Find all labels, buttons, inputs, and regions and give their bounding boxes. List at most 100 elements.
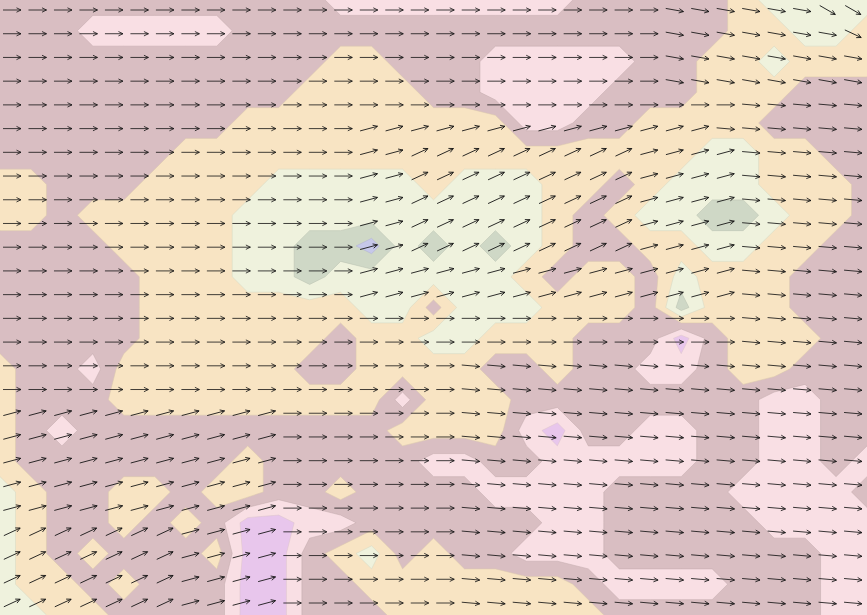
wind-arrow — [334, 435, 352, 439]
wind-arrow — [538, 218, 556, 230]
wind-arrow — [258, 340, 276, 344]
wind-arrow — [615, 340, 633, 344]
wind-arrow — [309, 601, 327, 605]
wind-arrow — [436, 435, 454, 439]
wind-arrow — [818, 387, 836, 393]
wind-arrow — [181, 269, 199, 273]
wind-arrow — [589, 505, 607, 511]
wind-arrow — [614, 481, 632, 487]
wind-arrow — [156, 292, 174, 296]
wind-arrow — [3, 364, 21, 368]
wind-arrow — [793, 553, 811, 559]
wind-arrow — [334, 55, 352, 59]
wind-arrow — [232, 364, 250, 368]
wind-arrow — [283, 458, 301, 462]
wind-arrow — [665, 410, 683, 416]
wind-arrow — [232, 480, 251, 489]
wind-arrow — [334, 245, 352, 249]
wind-arrow — [742, 481, 760, 487]
wind-arrow — [640, 363, 658, 369]
wind-arrow — [283, 245, 301, 249]
wind-arrow — [793, 149, 811, 155]
wind-arrow — [665, 124, 684, 133]
wind-arrow — [105, 526, 123, 538]
wind-arrow — [462, 103, 480, 107]
wind-arrow — [385, 55, 403, 59]
wind-arrow — [564, 600, 582, 606]
wind-arrow — [665, 30, 683, 37]
wind-arrow — [105, 433, 124, 442]
wind-arrow — [258, 8, 276, 12]
wind-arrow — [487, 340, 505, 344]
wind-arrow — [691, 290, 710, 299]
wind-arrow — [615, 218, 633, 230]
wind-arrow — [589, 147, 607, 159]
wind-arrow — [360, 553, 378, 557]
wind-arrow — [844, 28, 862, 40]
wind-arrow — [564, 55, 582, 59]
wind-arrow — [436, 577, 454, 581]
wind-arrow — [844, 221, 862, 227]
wind-arrow — [309, 577, 327, 581]
wind-arrow — [411, 316, 429, 320]
wind-arrow — [691, 434, 709, 440]
wind-arrow — [844, 126, 862, 132]
wind-arrow — [411, 601, 429, 605]
wind-arrow — [844, 505, 862, 511]
wind-arrow — [640, 219, 659, 228]
wind-arrow — [79, 8, 97, 12]
wind-arrow — [79, 198, 97, 202]
wind-arrow — [283, 174, 301, 178]
wind-arrow — [767, 244, 785, 250]
wind-arrow — [385, 266, 404, 275]
wind-arrow — [589, 266, 608, 275]
wind-arrow — [538, 340, 556, 344]
wind-arrow — [105, 174, 123, 178]
wind-arrow — [818, 221, 836, 227]
wind-arrow — [309, 221, 327, 225]
wind-arrow — [640, 387, 658, 393]
wind-arrow — [360, 506, 378, 510]
wind-arrow — [436, 266, 455, 275]
wind-arrow — [385, 148, 404, 157]
wind-arrow — [28, 221, 46, 225]
wind-arrow — [487, 290, 506, 299]
wind-arrow — [614, 505, 632, 511]
wind-arrow — [28, 198, 46, 202]
wind-arrow — [665, 576, 683, 582]
wind-arrow — [130, 150, 148, 154]
wind-arrow — [105, 79, 123, 83]
wind-arrow — [360, 316, 378, 320]
wind-arrow — [691, 316, 709, 320]
wind-arrow — [411, 340, 429, 344]
wind-arrow — [691, 340, 709, 344]
wind-arrow — [130, 550, 148, 562]
wind-arrow — [589, 241, 607, 253]
wind-arrow — [360, 435, 378, 439]
wind-arrow — [283, 55, 301, 59]
wind-arrow — [564, 576, 582, 582]
wind-arrow — [589, 290, 608, 299]
wind-arrow — [130, 221, 148, 225]
wind-arrow — [181, 433, 200, 442]
wind-arrow — [538, 266, 557, 275]
wind-arrow — [462, 340, 480, 344]
wind-arrow — [3, 103, 21, 107]
wind-arrow — [385, 458, 403, 462]
wind-arrow — [54, 480, 73, 489]
wind-arrow — [793, 481, 811, 487]
wind-arrow — [564, 363, 582, 369]
wind-arrow — [130, 174, 148, 178]
wind-arrow — [411, 435, 429, 439]
wind-arrow — [156, 456, 175, 465]
wind-arrow — [513, 147, 531, 159]
wind-arrow — [79, 103, 97, 107]
wind-arrow — [742, 102, 760, 108]
wind-arrow — [487, 505, 505, 511]
wind-arrow — [615, 55, 633, 59]
wind-arrow — [232, 245, 250, 249]
wind-arrow — [334, 364, 352, 368]
wind-arrow — [564, 79, 582, 83]
wind-arrow — [513, 481, 531, 487]
wind-arrow — [793, 363, 811, 369]
